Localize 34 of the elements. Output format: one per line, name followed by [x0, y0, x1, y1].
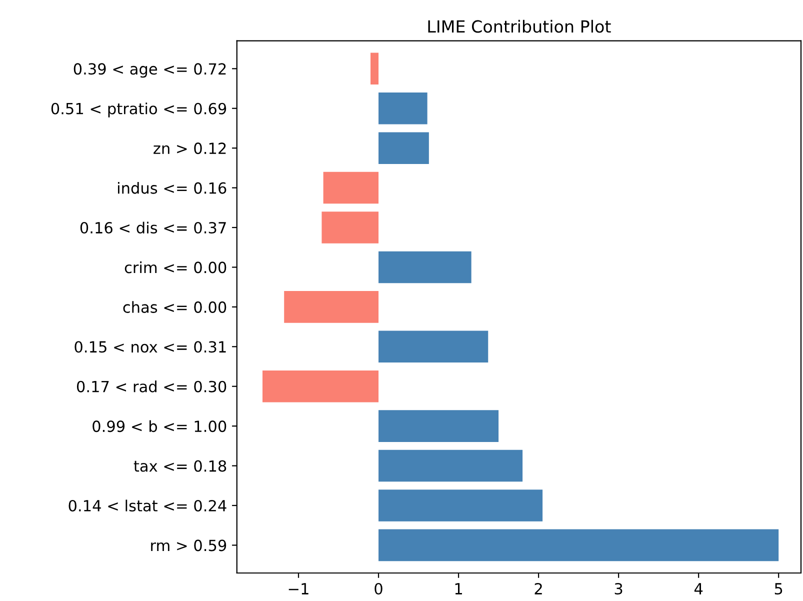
bar [262, 370, 379, 402]
chart-title: LIME Contribution Plot [428, 20, 611, 33]
bar [370, 52, 379, 85]
x-tick-label: 2 [534, 582, 542, 594]
y-tick-label: 0.39 < age <= 0.72 [74, 63, 226, 78]
bar [284, 291, 379, 323]
bar [378, 330, 488, 363]
bar [322, 212, 379, 244]
bar [378, 490, 543, 522]
y-tick-label: 0.17 < rad <= 0.30 [76, 380, 226, 392]
bar [378, 251, 472, 284]
bar [378, 529, 779, 562]
y-tick-label: crim <= 0.00 [124, 261, 226, 274]
x-tick-label: 0 [374, 582, 382, 595]
x-tick-label: 3 [614, 582, 622, 595]
x-tick-label: 5 [774, 583, 782, 595]
x-tick-label: 4 [694, 583, 703, 594]
y-tick-label: chas <= 0.00 [123, 301, 226, 313]
y-tick-label: indus <= 0.16 [118, 182, 226, 194]
y-tick-label: 0.99 < b <= 1.00 [92, 420, 226, 432]
y-tick-label: tax <= 0.18 [134, 460, 226, 472]
y-tick-label: rm > 0.59 [151, 540, 226, 552]
bar [378, 92, 428, 124]
bar [323, 172, 379, 204]
bar [378, 410, 499, 442]
y-tick-label: 0.15 < nox <= 0.31 [74, 341, 226, 353]
y-tick-label: 0.14 < lstat <= 0.24 [68, 500, 226, 512]
bar [378, 132, 429, 164]
bar [378, 450, 523, 482]
y-tick-label: 0.51 < ptratio <= 0.69 [51, 102, 226, 118]
x-tick-label: 1 [455, 583, 462, 594]
x-tick-label: −1 [288, 583, 308, 594]
y-tick-label: zn > 0.12 [154, 142, 226, 154]
y-tick-label: 0.16 < dis <= 0.37 [80, 222, 226, 234]
